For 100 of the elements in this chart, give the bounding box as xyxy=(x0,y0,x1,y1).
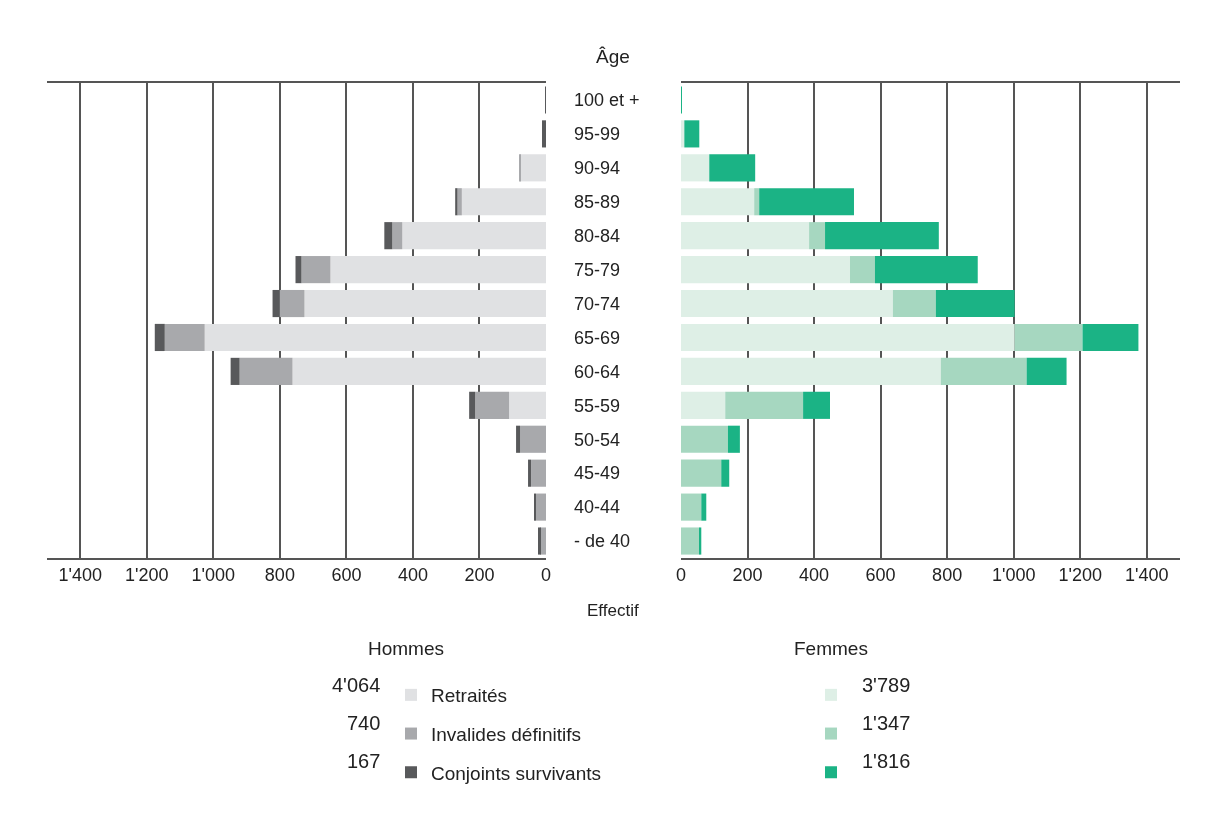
bar xyxy=(681,256,850,284)
x-tick-label: 1'200 xyxy=(125,565,169,586)
bar xyxy=(164,323,205,352)
x-tick-label: 400 xyxy=(397,565,428,586)
x-tick-label: 800 xyxy=(932,565,963,586)
y-tick-label: 85-89 xyxy=(574,192,621,213)
bar xyxy=(509,391,546,419)
bar xyxy=(384,222,393,250)
y-tick-label: 70-74 xyxy=(574,293,621,314)
x-tick-label: 0 xyxy=(540,565,552,586)
bar xyxy=(721,459,730,487)
bar xyxy=(681,154,710,182)
y-tick-label: 55-59 xyxy=(574,395,621,416)
bar xyxy=(204,323,546,352)
bar xyxy=(684,120,700,148)
text: 1'347 xyxy=(862,712,911,734)
bar xyxy=(461,188,546,216)
x-tick-label: 1'400 xyxy=(58,565,103,586)
bar xyxy=(681,323,1015,352)
bar xyxy=(301,256,331,284)
legend-label: Conjoints survivants xyxy=(431,762,602,784)
bar xyxy=(475,391,510,419)
bar xyxy=(528,459,532,487)
x-tick-label: 1'200 xyxy=(1058,565,1102,586)
bar xyxy=(809,222,826,250)
y-tick-label: 90-94 xyxy=(574,158,621,179)
text: 3'789 xyxy=(862,674,911,696)
x-tick-label: 600 xyxy=(331,565,362,586)
bar xyxy=(699,527,702,555)
y-tick-label: 60-64 xyxy=(574,361,621,382)
bar xyxy=(1082,323,1139,352)
legend-label: Invalides définitifs xyxy=(431,723,581,745)
bar xyxy=(534,493,537,521)
x-axis-title: Effectif xyxy=(587,601,639,620)
y-tick-label: 100 et + xyxy=(574,90,640,111)
legend-label: Retraités xyxy=(431,685,508,707)
y-tick-label: 45-49 xyxy=(574,463,621,484)
bar xyxy=(392,222,403,250)
bar xyxy=(681,425,728,453)
bar xyxy=(304,289,546,318)
bar xyxy=(892,289,936,318)
bar xyxy=(709,154,756,182)
bar xyxy=(825,222,939,250)
bar xyxy=(681,391,726,419)
bar xyxy=(455,188,458,216)
bar xyxy=(727,425,740,453)
x-tick-label: 200 xyxy=(464,565,495,586)
bar xyxy=(402,222,546,250)
x-tick-label: 1'400 xyxy=(1124,565,1169,586)
bar xyxy=(681,188,755,216)
legend-title: Hommes xyxy=(368,638,445,659)
bar xyxy=(1014,323,1083,352)
y-tick-label: 40-44 xyxy=(574,497,621,518)
bar xyxy=(681,527,700,555)
bar xyxy=(279,289,305,318)
bar xyxy=(469,391,476,419)
bar xyxy=(330,256,546,284)
bar xyxy=(520,425,546,453)
x-tick-label: 400 xyxy=(799,565,830,586)
bar xyxy=(239,357,293,385)
x-tick-label: 0 xyxy=(675,565,687,586)
y-tick-label: 95-99 xyxy=(574,124,621,145)
text: 1'816 xyxy=(862,750,911,772)
y-tick-label: - de 40 xyxy=(574,531,631,552)
bar xyxy=(701,493,707,521)
legend-title: Femmes xyxy=(794,638,868,659)
y-tick-label: 65-69 xyxy=(574,327,621,348)
text: 740 xyxy=(347,712,381,734)
x-tick-label: 600 xyxy=(865,565,896,586)
x-tick-label: 1'000 xyxy=(991,565,1036,586)
bar xyxy=(681,493,702,521)
bar xyxy=(681,222,810,250)
bar xyxy=(754,188,760,216)
bar xyxy=(874,256,978,284)
text: 4'064 xyxy=(332,674,381,696)
bar xyxy=(935,289,1015,318)
y-tick-label: 80-84 xyxy=(574,225,621,246)
bar xyxy=(725,391,804,419)
y-tick-label: 75-79 xyxy=(574,259,621,280)
bar xyxy=(803,391,831,419)
bar xyxy=(292,357,546,385)
bar xyxy=(536,493,546,521)
bar xyxy=(681,120,685,148)
bar xyxy=(542,120,546,148)
bar xyxy=(759,188,854,216)
bar xyxy=(520,154,546,182)
bar xyxy=(1026,357,1067,385)
bar xyxy=(681,357,941,385)
bar xyxy=(516,425,521,453)
bar xyxy=(531,459,546,487)
x-tick-label: 800 xyxy=(264,565,295,586)
bar xyxy=(681,289,893,318)
bar xyxy=(230,357,240,385)
text: 167 xyxy=(347,750,381,772)
x-tick-label: 200 xyxy=(732,565,763,586)
y-axis-title: Âge xyxy=(596,46,630,67)
bar xyxy=(457,188,462,216)
x-tick-label: 1'000 xyxy=(191,565,236,586)
bar xyxy=(154,323,165,352)
bar xyxy=(681,459,722,487)
